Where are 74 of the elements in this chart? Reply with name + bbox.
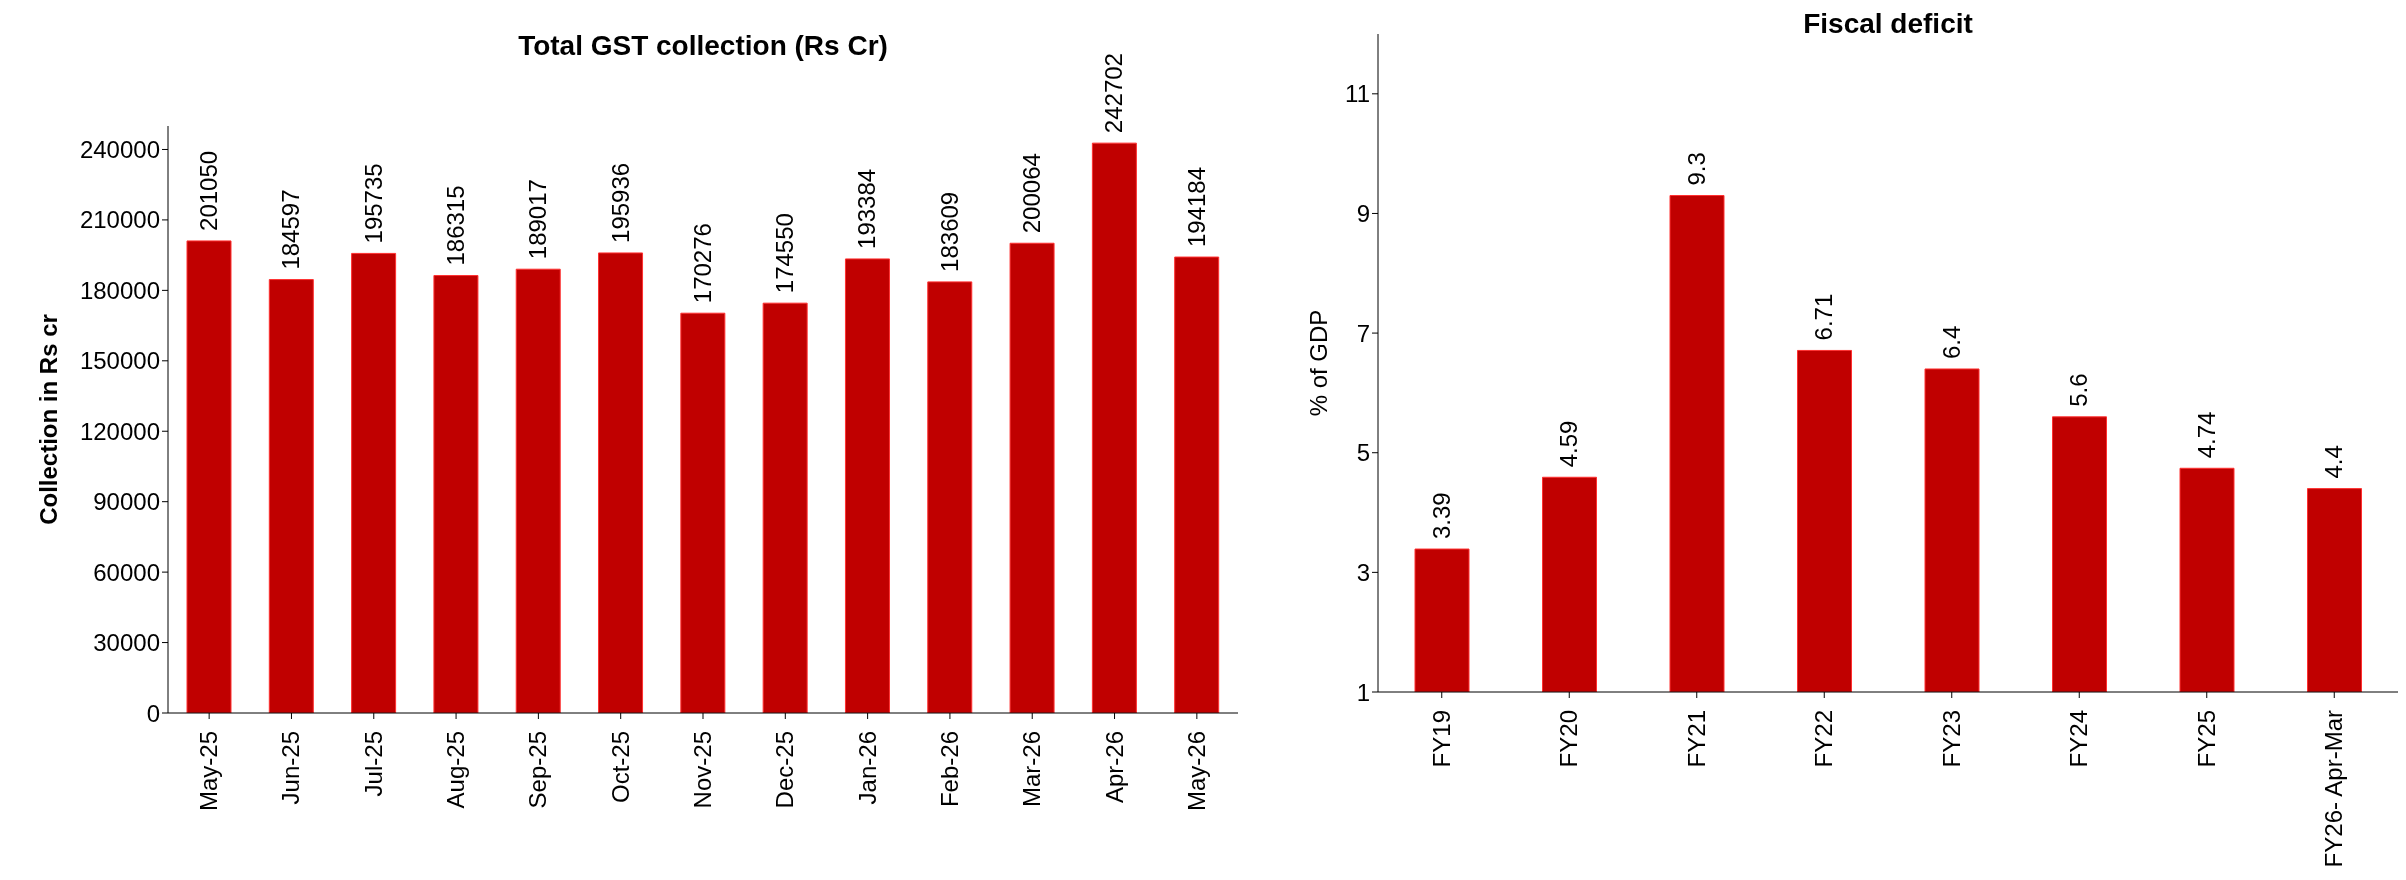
- x-tick-label: Oct-25: [606, 731, 634, 804]
- x-tick-label: Mar-26: [1018, 731, 1046, 808]
- data-label: 5.6: [2065, 373, 2093, 407]
- x-tick-label: Dec-25: [771, 731, 799, 809]
- y-tick-label: 11: [1345, 80, 1370, 108]
- y-tick-label: 3: [1356, 558, 1370, 586]
- data-label: 242702: [1100, 53, 1128, 134]
- data-label: 201050: [195, 150, 222, 231]
- data-label: 194184: [1182, 166, 1210, 248]
- x-tick-label: FY23: [1937, 710, 1965, 768]
- y-tick-label: 1: [1356, 678, 1370, 706]
- data-label: 4.74: [2193, 411, 2220, 459]
- data-label: 184597: [277, 189, 305, 270]
- x-tick-label: Sep-25: [524, 731, 552, 809]
- bar: [186, 240, 232, 713]
- y-tick-label: 0: [146, 699, 160, 727]
- x-tick-label: FY25: [2192, 710, 2220, 768]
- data-label: 193384: [853, 168, 881, 249]
- x-tick-label: May-25: [195, 731, 223, 812]
- bar: [1009, 242, 1055, 713]
- bar: [1091, 142, 1137, 713]
- y-axis-title: % of GDP: [1304, 309, 1332, 417]
- y-tick-label: 9: [1356, 199, 1370, 227]
- y-tick-label: 7: [1356, 319, 1370, 347]
- data-label: 4.59: [1555, 420, 1583, 468]
- data-label: 195936: [606, 162, 634, 243]
- chart-title: Total GST collection (Rs Cr): [518, 30, 888, 61]
- y-tick-label: 5: [1356, 439, 1370, 467]
- x-tick-label: FY20: [1555, 710, 1583, 768]
- y-tick-label: 60000: [93, 558, 160, 586]
- data-label: 6.71: [1810, 293, 1838, 341]
- y-tick-label: 150000: [79, 347, 160, 375]
- y-tick-label: 90000: [93, 488, 160, 516]
- bar: [433, 275, 479, 713]
- bar: [515, 268, 561, 713]
- data-label: 174550: [771, 213, 799, 294]
- bar: [844, 258, 890, 713]
- data-label: 3.39: [1428, 492, 1455, 540]
- x-tick-label: Nov-25: [689, 731, 716, 809]
- bar: [1174, 256, 1220, 713]
- data-label: 170276: [688, 223, 716, 304]
- x-tick-label: May-26: [1182, 731, 1210, 812]
- bar: [268, 279, 314, 713]
- x-tick-label: Apr-26: [1100, 731, 1128, 804]
- data-label: 183609: [935, 191, 963, 272]
- bar: [762, 302, 808, 713]
- x-tick-label: Jan-26: [853, 731, 881, 805]
- x-tick-label: Jun-25: [277, 731, 305, 805]
- chart-title: Fiscal deficit: [1802, 8, 1974, 40]
- data-label: 6.4: [1938, 325, 1965, 359]
- x-tick-label: Aug-25: [442, 731, 470, 809]
- x-tick-label: FY21: [1682, 710, 1710, 768]
- y-axis-title: Collection in Rs cr: [34, 314, 62, 525]
- data-label: 9.3: [1683, 152, 1710, 186]
- bar: [927, 281, 973, 713]
- bar: [680, 312, 726, 713]
- y-tick-label: 210000: [79, 206, 160, 234]
- x-tick-label: FY19: [1427, 710, 1455, 768]
- y-tick-label: 120000: [79, 417, 160, 445]
- y-tick-label: 240000: [79, 136, 160, 163]
- data-label: 4.4: [2320, 445, 2348, 479]
- x-tick-label: FY24: [2065, 710, 2093, 768]
- x-tick-label: Jul-25: [359, 731, 387, 797]
- data-label: 200064: [1018, 153, 1046, 234]
- y-tick-label: 30000: [93, 629, 160, 657]
- x-tick-label: FY22: [1810, 710, 1838, 768]
- x-tick-label: Feb-26: [935, 731, 963, 808]
- x-tick-label: FY26- Apr-Mar: [2320, 710, 2348, 868]
- data-label: 186315: [441, 185, 469, 266]
- data-label: 195735: [359, 163, 387, 244]
- y-tick-label: 180000: [79, 276, 160, 304]
- bar: [351, 252, 397, 713]
- bar: [598, 252, 644, 713]
- data-label: 189017: [524, 179, 552, 260]
